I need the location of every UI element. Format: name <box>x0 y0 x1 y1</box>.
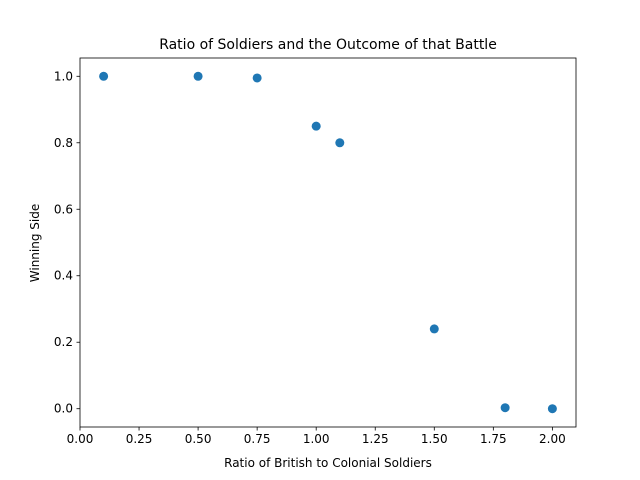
y-tick-label: 1.0 <box>54 69 73 83</box>
x-tick-label: 0.25 <box>126 432 153 446</box>
data-point <box>311 121 321 131</box>
chart-title: Ratio of Soldiers and the Outcome of tha… <box>159 37 497 53</box>
data-point <box>193 71 203 81</box>
y-axis-label: Winning Side <box>28 204 42 282</box>
x-tick-label: 0.75 <box>244 432 271 446</box>
x-tick-label: 0.50 <box>185 432 212 446</box>
data-point <box>500 403 510 413</box>
y-tick-label: 0.2 <box>54 335 73 349</box>
x-tick-label: 2.00 <box>539 432 566 446</box>
x-tick-label: 1.25 <box>362 432 389 446</box>
axes-frame <box>79 57 577 428</box>
plot-area: 0.00 0.25 0.50 0.75 1.00 1.25 1.50 1.75 2.00 0.0 0… <box>54 57 577 446</box>
x-tick-label: 0.00 <box>67 432 94 446</box>
data-point <box>252 73 262 83</box>
x-tick-label: 1.75 <box>480 432 507 446</box>
x-tick-label: 1.50 <box>421 432 448 446</box>
x-axis-label: Ratio of British to Colonial Soldiers <box>224 456 432 470</box>
data-point <box>547 404 557 414</box>
y-tick-label: 0.0 <box>54 402 73 416</box>
y-tick-label: 0.8 <box>54 136 73 150</box>
y-tick-label: 0.6 <box>54 202 73 216</box>
data-point <box>99 71 109 81</box>
data-point <box>335 138 345 148</box>
x-tick-label: 1.00 <box>303 432 330 446</box>
data-point <box>429 324 439 334</box>
y-tick-label: 0.4 <box>54 269 73 283</box>
